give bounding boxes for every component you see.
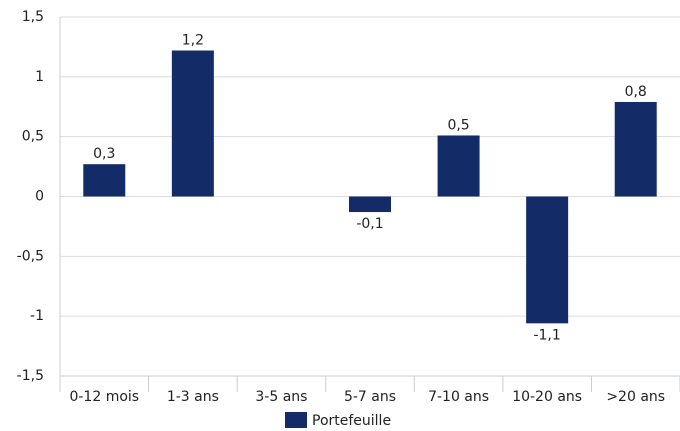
data-label: 1,2 (182, 33, 204, 49)
x-tick-label: 3-5 ans (255, 389, 307, 405)
bar (614, 101, 657, 197)
x-tick-label: 10-20 ans (512, 389, 582, 405)
x-tick-label: 7-10 ans (428, 389, 489, 405)
legend-label: Portefeuille (312, 413, 391, 429)
data-label: -1,1 (533, 327, 560, 343)
bar (437, 135, 480, 197)
x-tick-label: 0-12 mois (69, 389, 139, 405)
y-tick-label: 0 (35, 189, 44, 205)
y-tick-label: 1 (35, 69, 44, 85)
y-tick-label: -1 (30, 308, 44, 324)
data-label: 0,8 (625, 84, 647, 100)
bar (526, 196, 569, 324)
bar (349, 196, 391, 213)
data-label: 0,3 (93, 146, 115, 162)
y-tick-label: -0,5 (17, 248, 44, 264)
y-tick-label: 0,5 (22, 129, 44, 145)
data-label: 0,5 (447, 117, 469, 133)
x-tick-label: 1-3 ans (167, 389, 219, 405)
y-tick-label: -1,5 (17, 368, 44, 384)
bar (83, 164, 126, 197)
x-tick-label: 5-7 ans (344, 389, 396, 405)
x-tick-label: >20 ans (606, 389, 665, 405)
legend-swatch (285, 412, 307, 428)
data-label: -0,1 (356, 216, 383, 232)
bar (171, 50, 214, 197)
y-tick-label: 1,5 (22, 9, 44, 25)
